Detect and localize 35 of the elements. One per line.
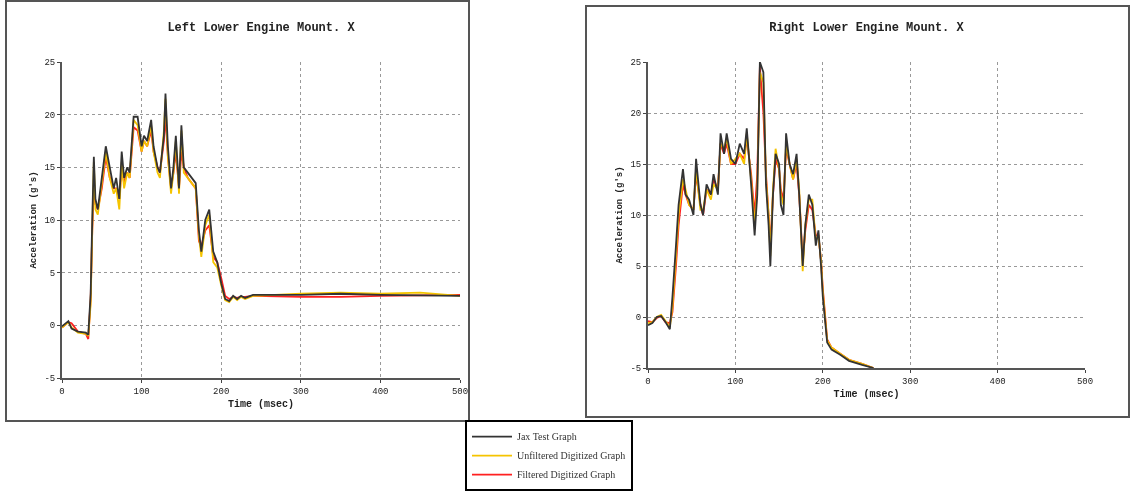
y-tick-label: -5 [44,374,56,385]
legend-label: Filtered Digitized Graph [517,469,616,481]
x-axis-title: Time (msec) [227,398,295,410]
x-tick-label: 300 [902,376,919,387]
x-tick-label: 300 [292,386,309,397]
y-tick-label: 25 [630,58,642,69]
y-tick-label: 0 [49,321,56,332]
y-tick-label: 15 [44,163,56,174]
y-tick-label: 25 [44,58,56,69]
legend-label: Unfiltered Digitized Graph [517,450,626,462]
x-tick-label: 500 [1076,376,1094,387]
x-axis-title: Time (msec) [833,388,900,400]
y-tick-label: 10 [44,216,56,227]
x-tick-label: 200 [213,386,230,397]
legend-label: Jax Test Graph [517,431,577,443]
y-tick-label: 20 [630,109,642,120]
chart-title: Right Lower Engine Mount. X [769,21,965,36]
y-tick-label: -5 [630,364,642,375]
y-tick-label: 20 [44,110,56,121]
x-tick-label: 500 [451,386,469,397]
x-tick-label: 400 [989,376,1006,387]
x-tick-label: 200 [814,376,831,387]
y-tick-label: 15 [630,160,642,171]
y-axis-title: Acceleration (g's) [29,171,40,269]
x-tick-label: 100 [727,376,744,387]
y-tick-label: 10 [630,211,642,222]
chart-title: Left Lower Engine Mount. X [167,21,356,36]
y-tick-label: 0 [635,313,642,324]
x-tick-label: 0 [59,386,65,397]
y-tick-label: 5 [635,262,642,273]
y-tick-label: 5 [49,268,56,279]
x-tick-label: 400 [372,386,389,397]
x-tick-label: 0 [645,376,651,387]
y-axis-title: Acceleration (g's) [615,166,626,264]
x-tick-label: 100 [133,386,150,397]
